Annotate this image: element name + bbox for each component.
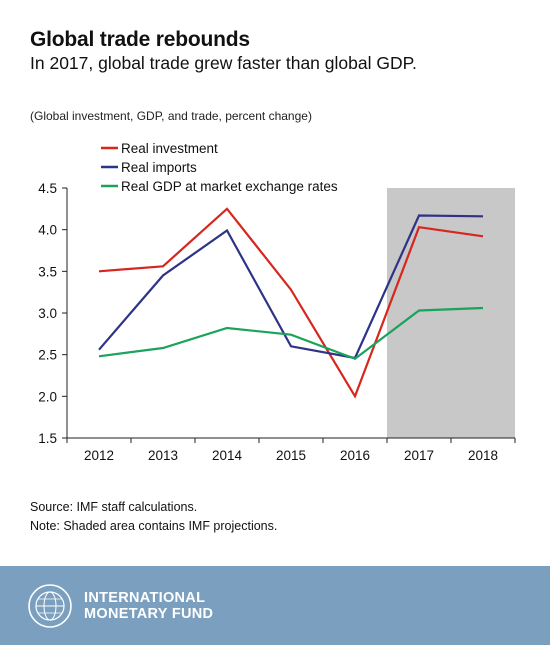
x-tick-label: 2018 [468,448,498,463]
y-tick-label: 3.0 [38,306,57,321]
y-tick-label: 4.5 [38,181,57,196]
x-tick-label: 2013 [148,448,178,463]
imf-seal-icon [28,584,72,628]
series-line-3 [98,306,484,361]
y-tick-label: 4.0 [38,223,57,238]
imf-wordmark-line1: INTERNATIONAL [84,590,206,606]
projection-note: Note: Shaded area contains IMF projectio… [30,519,278,533]
series-line-1 [98,207,484,399]
projection-shaded-area [387,188,515,438]
x-tick-label: 2017 [404,448,434,463]
x-tick-label: 2012 [84,448,114,463]
imf-footer: INTERNATIONAL MONETARY FUND [0,566,550,645]
y-tick-label: 1.5 [38,431,57,446]
unit-note: (Global investment, GDP, and trade, perc… [30,109,312,123]
x-tick-label: 2014 [212,448,243,463]
series-line-2 [98,214,484,360]
chart-title: Global trade rebounds [30,28,250,51]
legend-label-1: Real investment [121,141,218,156]
source-note: Source: IMF staff calculations. [30,500,198,514]
y-tick-label: 3.5 [38,264,57,279]
legend-label-3: Real GDP at market exchange rates [121,179,338,194]
x-tick-label: 2016 [340,448,370,463]
y-tick-label: 2.0 [38,389,57,404]
chart-subtitle: In 2017, global trade grew faster than g… [30,53,417,73]
legend-label-2: Real imports [121,160,197,175]
y-tick-label: 2.5 [38,348,57,363]
imf-wordmark-line2: MONETARY FUND [84,606,214,622]
line-chart: 1.5 2.0 2.5 3.0 3.5 4.0 4.5 2012 2013 2014 2015 201… [38,141,516,463]
imf-wordmark: INTERNATIONAL MONETARY FUND [84,590,213,622]
x-tick-label: 2015 [276,448,306,463]
